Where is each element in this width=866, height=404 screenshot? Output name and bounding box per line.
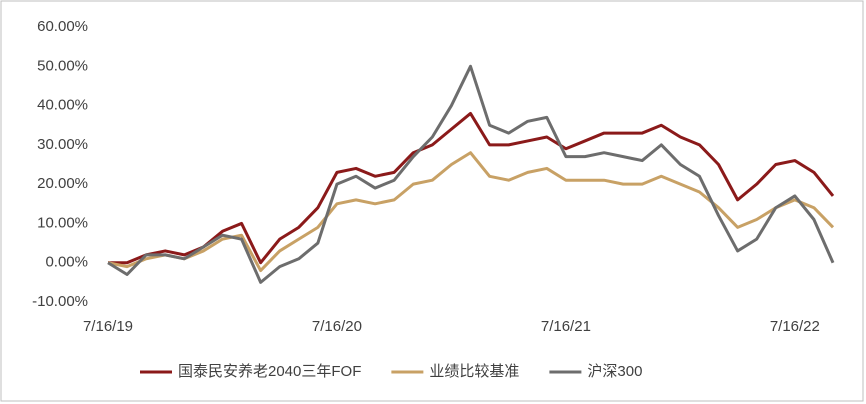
x-tick-label: 7/16/19 — [83, 318, 133, 335]
series-line — [107, 64, 835, 284]
series-line — [108, 111, 835, 265]
legend-label: 沪深300 — [587, 363, 642, 380]
y-tick-label: 50.00% — [37, 57, 88, 74]
y-tick-label: 10.00% — [37, 214, 88, 231]
legend-label: 国泰民安养老2040三年FOF — [178, 363, 361, 380]
y-tick-label: 30.00% — [37, 136, 88, 153]
y-tick-label: 40.00% — [37, 97, 88, 114]
x-tick-label: 7/16/22 — [770, 318, 820, 335]
y-tick-label: 0.00% — [45, 254, 88, 271]
y-tick-label: 60.00% — [37, 18, 88, 35]
y-tick-label: -10.00% — [32, 293, 88, 310]
x-tick-label: 7/16/20 — [312, 318, 362, 335]
legend-label: 业绩比较基准 — [429, 362, 519, 380]
y-tick-label: 20.00% — [37, 175, 88, 192]
x-tick-label: 7/16/21 — [541, 318, 591, 335]
